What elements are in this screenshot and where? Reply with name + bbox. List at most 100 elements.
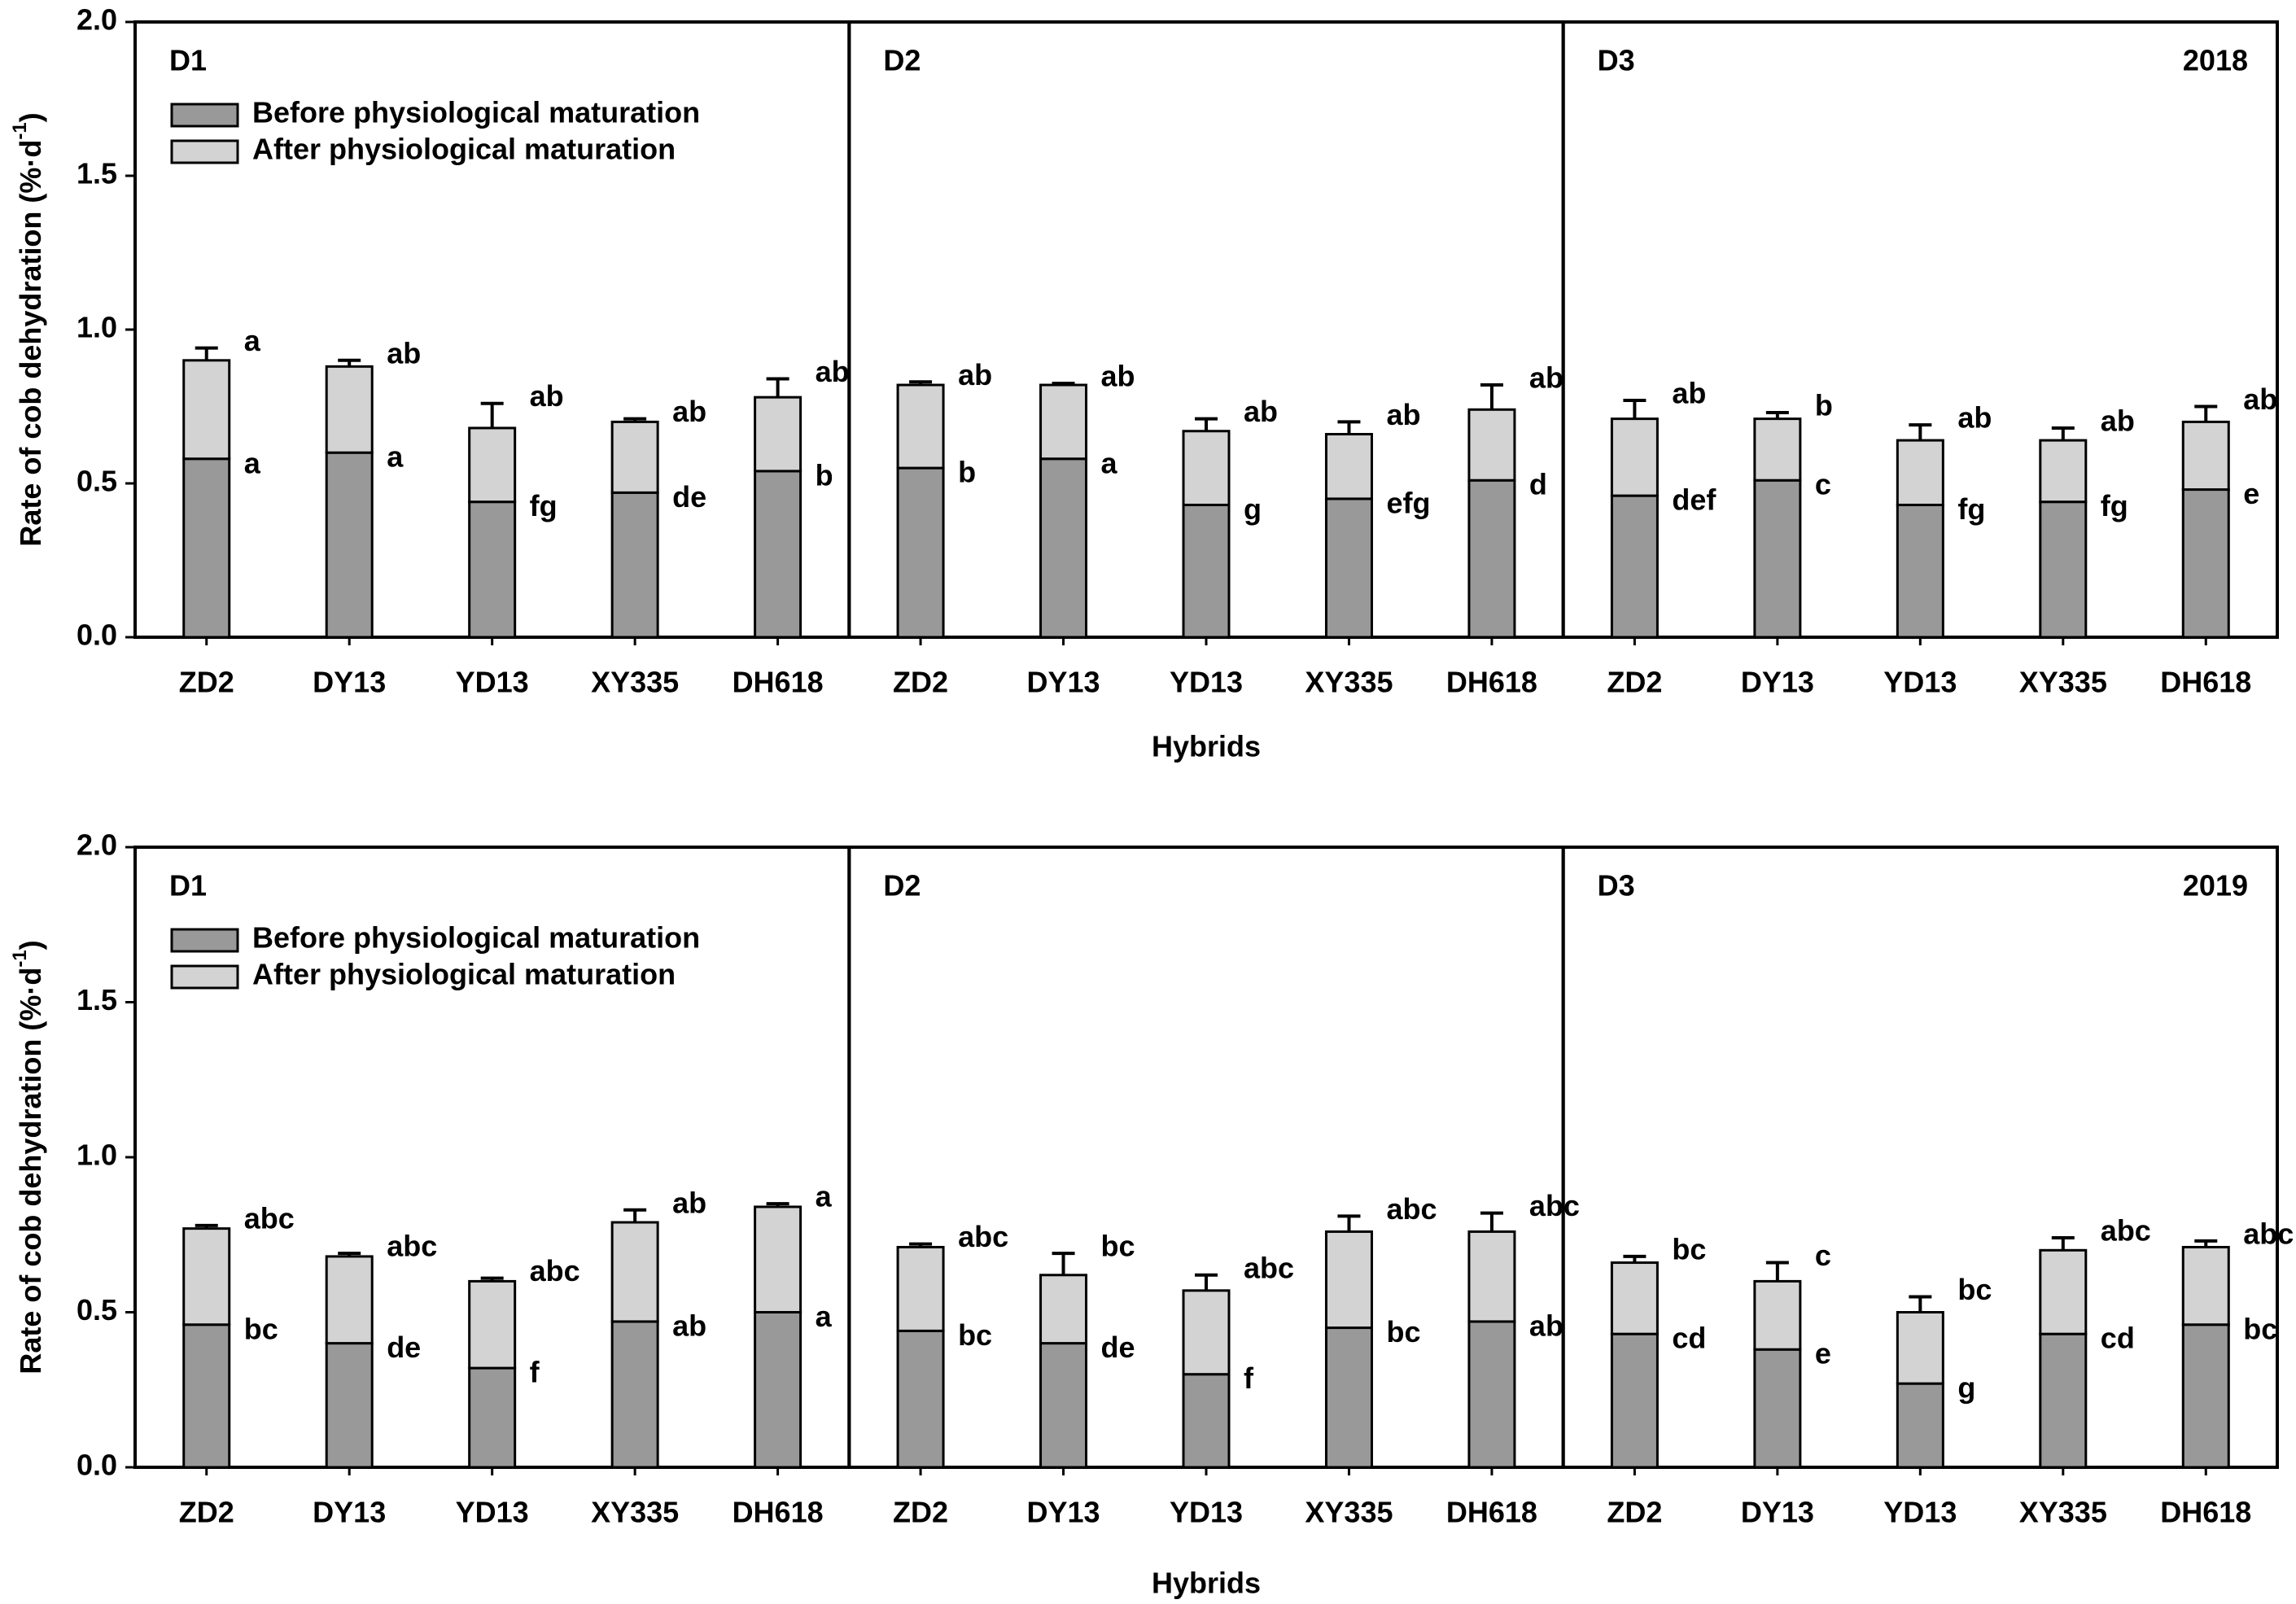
bar-segment xyxy=(468,500,517,639)
significance-letter: bc xyxy=(1101,1230,1135,1263)
bar-segment xyxy=(1324,1230,1373,1330)
legend-swatch xyxy=(170,139,239,164)
bar-segment xyxy=(1896,1311,1944,1385)
significance-letter: fg xyxy=(530,489,558,522)
bar-segment xyxy=(182,1227,231,1326)
bar-segment xyxy=(2039,1332,2088,1469)
bar-segment xyxy=(1467,479,1516,639)
y-axis-label-suffix: ) xyxy=(14,940,47,950)
bar-segment xyxy=(1182,503,1231,639)
x-tick-label: DY13 xyxy=(313,666,386,699)
bar-segment xyxy=(610,420,659,494)
significance-letter: ab xyxy=(1529,1309,1563,1342)
bar-segment xyxy=(325,451,374,639)
y-axis-label-text: Rate of cob dehydration (%·d xyxy=(14,968,47,1375)
significance-letter: bc xyxy=(1672,1232,1706,1265)
significance-letter: g xyxy=(1244,492,1262,526)
x-tick-label: DY13 xyxy=(1741,666,1814,699)
significance-letter: ab xyxy=(387,336,421,369)
bar-segment xyxy=(1039,457,1088,639)
x-tick-label: DY13 xyxy=(1027,666,1100,699)
x-axis-label: Hybrids xyxy=(1152,730,1261,763)
bar-segment xyxy=(1324,1326,1373,1469)
panel-label: D2 xyxy=(883,44,921,77)
bar-segment xyxy=(468,1366,517,1469)
bar-segment xyxy=(1039,1274,1088,1345)
bar-segment xyxy=(1896,1382,1944,1469)
y-tick-label: 1.0 xyxy=(77,311,117,344)
bar-segment xyxy=(1182,1373,1231,1469)
significance-letter: a xyxy=(244,324,261,357)
significance-letter: bc xyxy=(1957,1273,1992,1306)
significance-letter: abc xyxy=(1244,1251,1294,1284)
significance-letter: b xyxy=(816,458,833,492)
significance-letter: e xyxy=(1815,1337,1831,1370)
significance-letter: abc xyxy=(1386,1192,1437,1226)
y-axis-label-text: Rate of cob dehydration (%·d xyxy=(14,140,47,547)
x-tick-label: DY13 xyxy=(313,1496,386,1529)
legend-swatch xyxy=(170,928,239,953)
significance-letter: ab xyxy=(816,355,850,388)
bar-segment xyxy=(1610,417,1659,497)
y-tick-label: 0.0 xyxy=(77,618,117,652)
significance-letter: abc xyxy=(387,1230,437,1263)
significance-letter: d xyxy=(1529,468,1547,501)
bar-segment xyxy=(1896,439,1944,506)
bar-segment xyxy=(1753,1279,1802,1351)
significance-letter: de xyxy=(387,1331,421,1364)
significance-letter: abc xyxy=(1529,1189,1580,1222)
bar-segment xyxy=(1182,430,1231,506)
significance-letter: c xyxy=(1815,1239,1831,1272)
bar-segment xyxy=(325,1255,374,1345)
bar-segment xyxy=(754,470,803,639)
significance-letter: def xyxy=(1672,483,1717,517)
significance-letter: g xyxy=(1957,1371,1975,1405)
significance-letter: ab xyxy=(2243,382,2277,416)
bar-segment xyxy=(1610,1261,1659,1335)
significance-letter: f xyxy=(530,1356,540,1389)
y-tick-label: 0.5 xyxy=(77,1293,117,1326)
bar-segment xyxy=(2039,1248,2088,1335)
x-tick-label: DY13 xyxy=(1027,1496,1100,1529)
bar-segment xyxy=(1896,503,1944,639)
significance-letter: abc xyxy=(2243,1217,2294,1250)
bar-segment xyxy=(468,426,517,504)
significance-letter: a xyxy=(1101,446,1118,479)
x-axis-label: Hybrids xyxy=(1152,1567,1261,1600)
bar-segment xyxy=(754,1311,803,1469)
bar-segment xyxy=(610,1221,659,1323)
significance-letter: ab xyxy=(672,1309,706,1342)
x-tick-label: XY335 xyxy=(591,666,679,699)
x-tick-label: YD13 xyxy=(1883,666,1957,699)
x-tick-label: DH618 xyxy=(733,666,824,699)
significance-letter: a xyxy=(816,1300,833,1333)
significance-letter: bc xyxy=(1386,1315,1420,1348)
chart-title: 2018 xyxy=(2183,44,2248,77)
y-tick-label: 2.0 xyxy=(77,828,117,862)
y-axis-label-sup: -1 xyxy=(9,122,31,139)
panel-label: D1 xyxy=(169,44,207,77)
panel-label: D3 xyxy=(1598,44,1635,77)
bar-segment xyxy=(2181,1245,2230,1326)
significance-letter: abc xyxy=(244,1201,295,1235)
bar-segment xyxy=(182,457,231,639)
x-tick-label: YD13 xyxy=(456,1496,529,1529)
bar-segment xyxy=(2181,1323,2230,1469)
significance-letter: fg xyxy=(1957,492,1985,526)
bar-segment xyxy=(610,1320,659,1469)
bar-segment xyxy=(1467,408,1516,482)
y-tick-label: 1.5 xyxy=(77,157,117,190)
bar-segment xyxy=(1039,383,1088,461)
x-tick-label: ZD2 xyxy=(893,1496,948,1529)
panel-label: D2 xyxy=(883,869,921,903)
bar-segment xyxy=(754,1205,803,1313)
x-tick-label: YD13 xyxy=(1883,1496,1957,1529)
bar-segment xyxy=(182,1323,231,1469)
legend-label: After physiological maturation xyxy=(252,133,676,166)
legend-label: After physiological maturation xyxy=(252,958,676,991)
bar-segment xyxy=(2039,439,2088,504)
x-tick-label: DH618 xyxy=(1446,666,1537,699)
bar-segment xyxy=(896,1329,945,1469)
